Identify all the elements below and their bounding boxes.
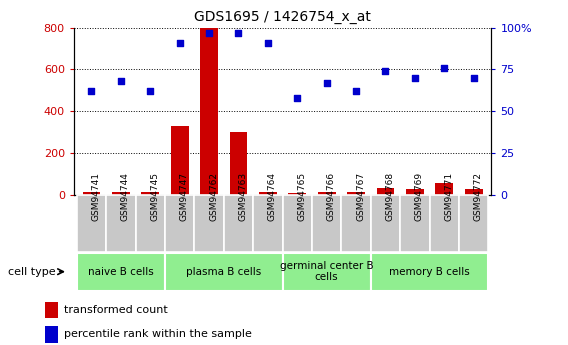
Bar xyxy=(201,28,218,195)
FancyBboxPatch shape xyxy=(194,195,224,252)
Text: naive B cells: naive B cells xyxy=(88,267,154,277)
Bar xyxy=(44,326,58,343)
FancyBboxPatch shape xyxy=(165,253,283,291)
FancyBboxPatch shape xyxy=(283,195,312,252)
Point xyxy=(264,40,273,46)
Bar xyxy=(259,193,277,195)
Point xyxy=(116,78,126,84)
FancyBboxPatch shape xyxy=(371,195,400,252)
FancyBboxPatch shape xyxy=(429,195,459,252)
FancyBboxPatch shape xyxy=(77,253,165,291)
Bar xyxy=(171,126,189,195)
Point xyxy=(293,95,302,101)
FancyBboxPatch shape xyxy=(224,195,253,252)
Text: memory B cells: memory B cells xyxy=(389,267,470,277)
Point xyxy=(87,88,96,94)
Text: GSM94768: GSM94768 xyxy=(386,172,395,221)
Text: GSM94741: GSM94741 xyxy=(91,172,101,221)
Bar xyxy=(406,189,424,195)
Bar xyxy=(229,132,247,195)
Text: germinal center B
cells: germinal center B cells xyxy=(280,261,374,283)
FancyBboxPatch shape xyxy=(341,195,371,252)
Bar xyxy=(83,192,101,195)
Text: cell type: cell type xyxy=(8,267,56,277)
Bar xyxy=(44,302,58,318)
Bar xyxy=(436,184,453,195)
Text: GSM94762: GSM94762 xyxy=(209,172,218,221)
Text: GSM94766: GSM94766 xyxy=(327,172,336,221)
FancyBboxPatch shape xyxy=(371,253,488,291)
Text: GSM94771: GSM94771 xyxy=(444,172,453,221)
Text: GSM94763: GSM94763 xyxy=(239,172,248,221)
Point xyxy=(352,88,361,94)
Point xyxy=(381,68,390,74)
FancyBboxPatch shape xyxy=(253,195,283,252)
Point xyxy=(440,65,449,70)
FancyBboxPatch shape xyxy=(77,195,106,252)
Bar xyxy=(377,188,394,195)
Bar xyxy=(465,189,482,195)
Text: GSM94745: GSM94745 xyxy=(151,172,159,221)
Point xyxy=(469,75,478,81)
FancyBboxPatch shape xyxy=(106,195,136,252)
Text: GSM94767: GSM94767 xyxy=(356,172,365,221)
Point xyxy=(234,30,243,36)
Text: GSM94765: GSM94765 xyxy=(297,172,306,221)
Title: GDS1695 / 1426754_x_at: GDS1695 / 1426754_x_at xyxy=(194,10,371,24)
Text: percentile rank within the sample: percentile rank within the sample xyxy=(64,329,252,339)
Point xyxy=(204,30,214,36)
Point xyxy=(322,80,331,86)
FancyBboxPatch shape xyxy=(283,253,371,291)
FancyBboxPatch shape xyxy=(312,195,341,252)
Text: transformed count: transformed count xyxy=(64,305,168,315)
FancyBboxPatch shape xyxy=(136,195,165,252)
Text: GSM94764: GSM94764 xyxy=(268,172,277,221)
Bar xyxy=(289,193,306,195)
Bar xyxy=(141,192,159,195)
Bar xyxy=(318,192,336,195)
FancyBboxPatch shape xyxy=(459,195,488,252)
FancyBboxPatch shape xyxy=(165,195,194,252)
Text: GSM94747: GSM94747 xyxy=(179,172,189,221)
Text: GSM94769: GSM94769 xyxy=(415,172,424,221)
Point xyxy=(146,88,155,94)
Bar xyxy=(347,193,365,195)
Text: GSM94772: GSM94772 xyxy=(474,172,483,221)
Text: GSM94744: GSM94744 xyxy=(121,172,130,221)
Bar xyxy=(112,193,130,195)
FancyBboxPatch shape xyxy=(400,195,429,252)
Text: plasma B cells: plasma B cells xyxy=(186,267,261,277)
Point xyxy=(175,40,184,46)
Point xyxy=(410,75,419,81)
